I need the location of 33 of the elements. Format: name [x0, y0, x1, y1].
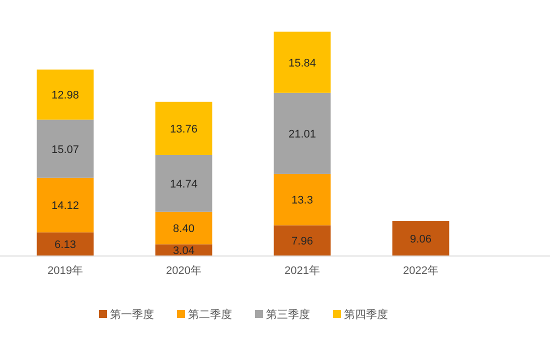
data-label: 7.96: [292, 236, 313, 248]
bar: [36, 232, 94, 256]
bar: [36, 178, 94, 232]
data-label: 15.84: [288, 57, 316, 70]
bar: [36, 70, 94, 120]
data-label: 3.04: [173, 245, 194, 258]
bar: [274, 92, 331, 174]
legend-label: 第四季度: [344, 308, 388, 321]
x-tick-label: 2019年: [48, 265, 83, 277]
data-label: 21.01: [288, 128, 316, 140]
data-label: 15.07: [51, 144, 80, 156]
x-tick-label: 2022年: [403, 265, 438, 277]
legend-label: 第三季度: [266, 308, 310, 321]
x-tick-label: 2021年: [284, 265, 320, 277]
bar: [274, 174, 331, 226]
bar: [392, 221, 450, 256]
x-tick-label: 2020年: [166, 265, 202, 277]
bar: [155, 102, 212, 155]
data-label: 14.12: [51, 200, 80, 212]
legend-label: 第二季度: [188, 308, 232, 321]
data-label: 13.76: [170, 123, 198, 136]
data-label: 6.13: [54, 239, 76, 252]
bar: [274, 32, 331, 93]
data-label: 9.06: [410, 234, 432, 246]
bar: [155, 212, 212, 244]
bar: [274, 225, 331, 256]
bar: [155, 154, 212, 212]
data-label: 13.3: [292, 194, 313, 207]
data-label: 8.40: [173, 223, 194, 236]
bar: [36, 120, 94, 178]
legend-label: 第一季度: [110, 308, 154, 321]
data-label: 12.98: [51, 90, 80, 102]
data-label: 14.74: [170, 178, 198, 190]
